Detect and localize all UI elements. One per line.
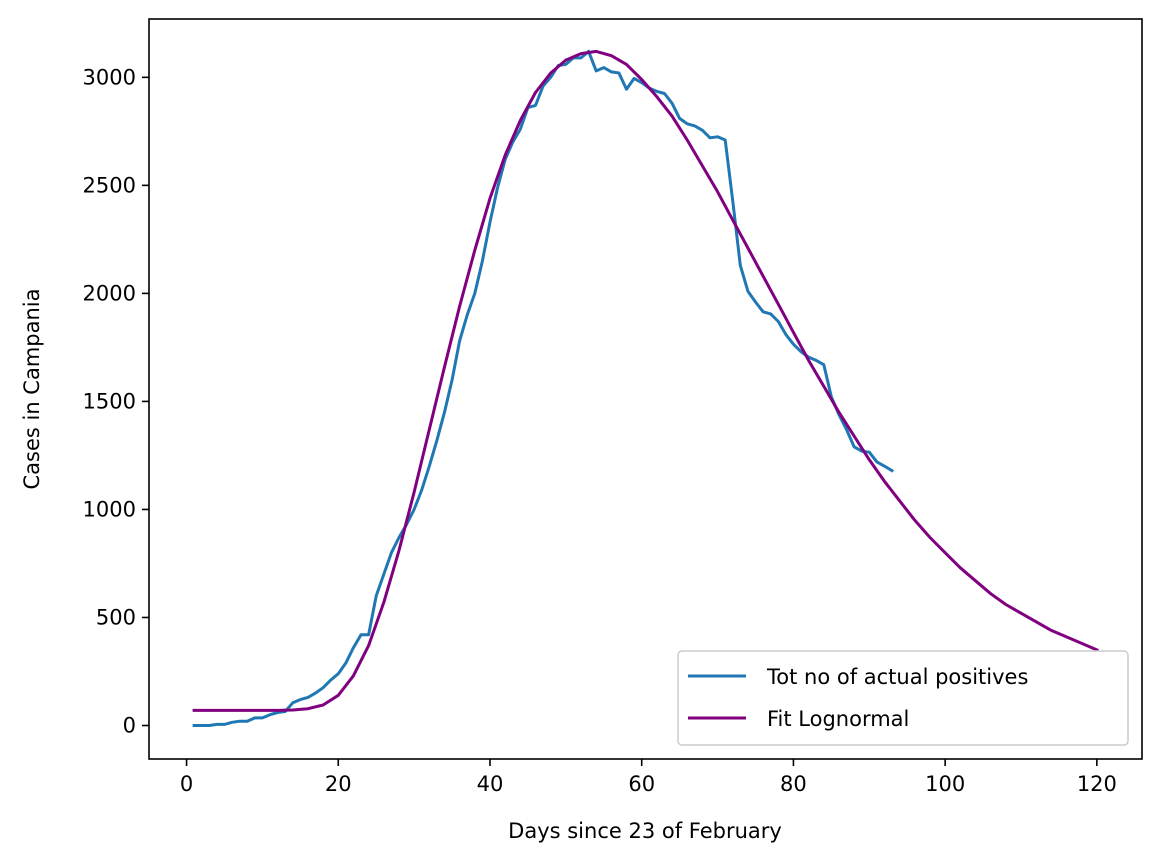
x-axis: 0 20 40 60 80 100 120 (180, 759, 1117, 796)
y-axis: 0 500 1000 1500 2000 2500 3000 (83, 65, 149, 738)
x-tick-label: 20 (325, 772, 352, 796)
series-line-actual-positives (192, 49, 895, 727)
y-tick-label: 2500 (83, 173, 136, 197)
legend-label-fit-lognormal: Fit Lognormal (767, 707, 909, 731)
legend-label-actual-positives: Tot no of actual positives (766, 665, 1028, 689)
series-line-fit-lognormal (192, 49, 1099, 712)
legend: Tot no of actual positives Fit Lognormal (677, 650, 1129, 746)
y-tick-label: 1500 (83, 389, 136, 413)
series-layer (192, 49, 1099, 727)
y-tick-label: 2000 (83, 281, 136, 305)
x-tick-label: 120 (1077, 772, 1117, 796)
x-tick-label: 60 (628, 772, 655, 796)
x-tick-label: 40 (477, 772, 504, 796)
plot-frame (148, 18, 1143, 760)
legend-box (677, 650, 1129, 746)
y-tick-label: 0 (123, 714, 136, 738)
y-axis-label: Cases in Campania (20, 288, 44, 489)
x-tick-label: 80 (780, 772, 807, 796)
y-tick-label: 3000 (83, 65, 136, 89)
x-tick-label: 0 (180, 772, 193, 796)
y-tick-label: 500 (96, 605, 136, 629)
y-tick-label: 1000 (83, 497, 136, 521)
x-tick-label: 100 (925, 772, 965, 796)
x-axis-label: Days since 23 of February (508, 819, 782, 843)
